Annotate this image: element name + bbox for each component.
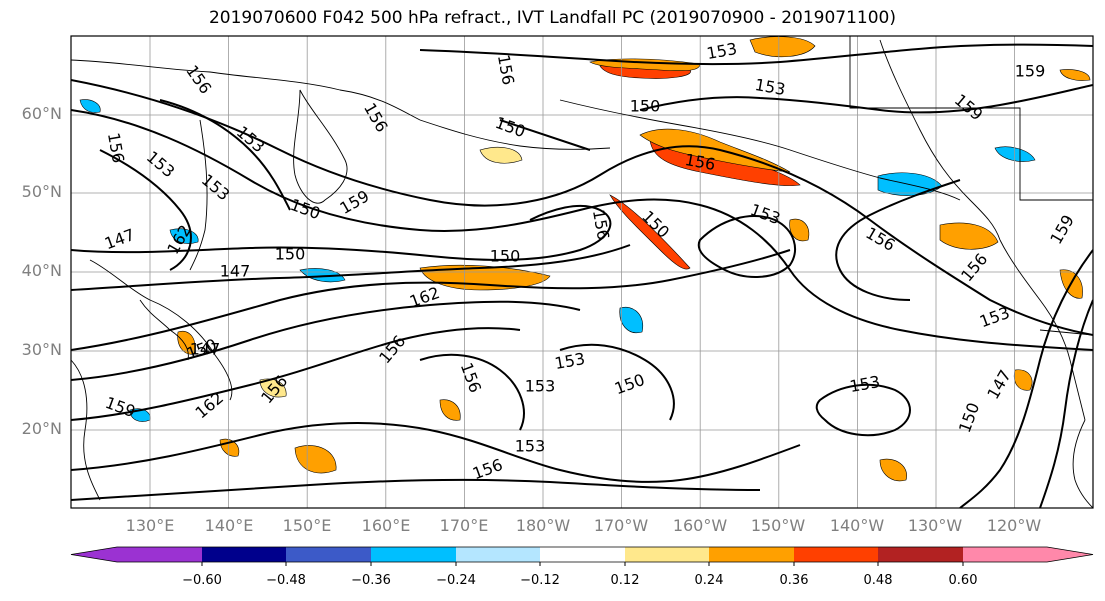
colorbar — [70, 546, 1094, 566]
contour-2 — [71, 109, 1093, 351]
lon-label-140e: 140°E — [204, 516, 254, 535]
colorbar-tick-label: 0.24 — [694, 573, 724, 588]
colorbar-tick-label: −0.60 — [182, 573, 222, 588]
lon-label-150e: 150°E — [282, 516, 332, 535]
coast-bc — [879, 39, 1001, 241]
lon-label-130e: 130°E — [125, 516, 175, 535]
contour-label: 147 — [190, 340, 221, 359]
colorbar-segment — [117, 547, 202, 562]
lat-label-30n: 30°N — [21, 340, 62, 359]
contour-15 — [1039, 299, 1093, 508]
contour-5 — [71, 249, 791, 351]
shade-blob-sw-orange — [294, 445, 337, 474]
lat-label-60n: 60°N — [21, 104, 62, 123]
lon-label-150w: 150°W — [750, 516, 806, 535]
coast-china — [71, 359, 101, 501]
contour-7 — [71, 327, 521, 421]
contour-21 — [559, 343, 675, 421]
contour-11 — [419, 43, 1093, 66]
contour-20 — [419, 353, 525, 431]
shade-blob-ne-orange — [749, 36, 816, 58]
coast-aleutians — [419, 119, 611, 150]
shade-blob-orange-ne — [479, 147, 523, 164]
contour-17 — [499, 119, 591, 151]
contour-6 — [71, 300, 581, 381]
contour-19 — [159, 99, 291, 211]
contour-3 — [71, 204, 612, 261]
contour-label: 153 — [515, 437, 546, 456]
border-canada — [849, 36, 1093, 201]
contour-14 — [959, 249, 1093, 508]
colorbar-segment — [202, 547, 286, 562]
shade-blob-orange-2 — [1059, 69, 1091, 81]
contour-1 — [71, 79, 1093, 336]
contour-label: 153 — [525, 377, 556, 396]
coast-sakhalin — [189, 119, 208, 271]
shade-blob-alaska-gulf-rim — [639, 128, 791, 173]
contour-label: 150 — [490, 247, 521, 266]
shade-blob-orange-mid — [439, 399, 461, 421]
shade-blob-orange-se — [879, 458, 907, 482]
contour-8 — [71, 422, 801, 483]
lon-label-130w: 130°W — [907, 516, 963, 535]
contour-label: 159 — [1015, 62, 1046, 81]
lon-label-140w: 140°W — [829, 516, 885, 535]
contour-4 — [71, 244, 631, 291]
contour-label: 150 — [630, 97, 661, 116]
lat-label-40n: 40°N — [21, 261, 62, 280]
colorbar-extend-high — [1047, 547, 1093, 562]
shade-blob-blue-ul — [79, 99, 101, 113]
colorbar-tick-label: −0.12 — [520, 573, 560, 588]
colorbar-segment — [963, 547, 1047, 562]
shade-blob-blue-east — [994, 146, 1036, 162]
colorbar-tick-label: 0.36 — [779, 573, 809, 588]
contour-16 — [835, 179, 961, 301]
height-contours — [71, 43, 1093, 508]
contour-label: 150 — [275, 245, 306, 264]
contour-12 — [697, 215, 796, 278]
contour-13 — [815, 383, 911, 437]
lon-label-160e: 160°E — [361, 516, 411, 535]
contour-9 — [71, 478, 761, 501]
colorbar-segment — [456, 547, 540, 562]
coast-kamchatka — [293, 89, 348, 204]
contour-label: 147 — [220, 262, 251, 281]
shade-blob-jet-diag — [609, 194, 691, 270]
coast-alaska — [559, 99, 961, 201]
lat-label-20n: 20°N — [21, 419, 62, 438]
colorbar-segment — [371, 547, 456, 562]
colorbar-extend-low — [71, 547, 117, 562]
colorbar-outline — [70, 546, 1094, 563]
colorbar-segment — [286, 547, 371, 562]
colorbar-tick-label: 0.48 — [863, 573, 893, 588]
shade-blob-bc-coast-rim — [939, 222, 999, 250]
lon-label-170e: 170°E — [439, 516, 489, 535]
lon-label-170w: 170°W — [593, 516, 649, 535]
coast-siberia — [71, 59, 421, 121]
colorbar-tick-label: −0.48 — [266, 573, 306, 588]
colorbar-segment — [709, 547, 794, 562]
lat-label-50n: 50°N — [21, 182, 62, 201]
colorbar-tick-label: −0.24 — [436, 573, 476, 588]
colorbar-tick-label: −0.36 — [351, 573, 391, 588]
shade-blob-orange-japan — [177, 330, 196, 355]
colorbar-tick-label: 0.12 — [610, 573, 640, 588]
contour-18 — [99, 149, 192, 271]
shade-blob-orange-e2 — [789, 218, 810, 242]
map-border — [70, 35, 1094, 509]
coast-mexico — [1072, 419, 1093, 508]
colorbar-segment — [625, 547, 709, 562]
figure-title: 2019070600 F042 500 hPa refract., IVT La… — [208, 8, 896, 28]
coast-korea-japan — [89, 259, 233, 401]
lon-label-120w: 120°W — [986, 516, 1042, 535]
colorbar-segment — [878, 547, 963, 562]
lon-label-160w: 160°W — [672, 516, 728, 535]
colorbar-tick-label: 0.60 — [948, 573, 978, 588]
lon-label-180w: 180°W — [515, 516, 571, 535]
contour-10 — [639, 84, 1093, 114]
colorbar-segment — [794, 547, 878, 562]
colorbar-segment — [540, 547, 625, 562]
